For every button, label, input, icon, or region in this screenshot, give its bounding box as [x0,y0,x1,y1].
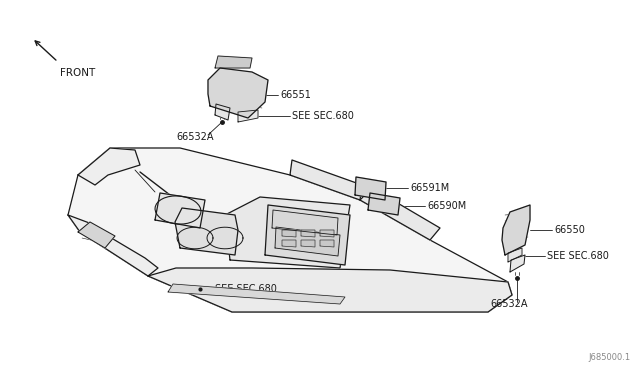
Text: J685000.1: J685000.1 [588,353,630,362]
Text: FRONT: FRONT [60,68,95,78]
Polygon shape [68,215,158,276]
Polygon shape [168,284,345,304]
Polygon shape [320,230,334,237]
Text: 66591M: 66591M [410,183,449,193]
Polygon shape [301,240,315,247]
Polygon shape [208,68,268,118]
Polygon shape [275,227,340,256]
Polygon shape [502,205,530,255]
Polygon shape [78,148,140,185]
Polygon shape [282,230,296,237]
Polygon shape [215,56,252,68]
Polygon shape [238,110,258,122]
Polygon shape [508,248,522,262]
Polygon shape [301,230,315,237]
Polygon shape [68,148,512,312]
Text: 66550: 66550 [554,225,585,235]
Text: 66590M: 66590M [427,201,467,211]
Text: SEE SEC.680: SEE SEC.680 [292,111,354,121]
Polygon shape [510,255,525,272]
Polygon shape [290,160,362,200]
Text: 66532A: 66532A [176,132,214,142]
Polygon shape [148,268,512,312]
Polygon shape [355,177,386,200]
Polygon shape [272,210,338,235]
Polygon shape [215,104,230,120]
Text: 66532A: 66532A [490,299,527,309]
Polygon shape [175,208,238,255]
Polygon shape [155,193,205,228]
Polygon shape [320,240,334,247]
Polygon shape [368,193,400,215]
Polygon shape [282,240,296,247]
Polygon shape [225,197,350,268]
Text: SEE SEC.680: SEE SEC.680 [215,284,277,294]
Polygon shape [265,205,350,265]
Text: SEE SEC.680: SEE SEC.680 [547,251,609,261]
Polygon shape [78,222,115,248]
Polygon shape [360,188,440,240]
Text: 66551: 66551 [280,90,311,100]
